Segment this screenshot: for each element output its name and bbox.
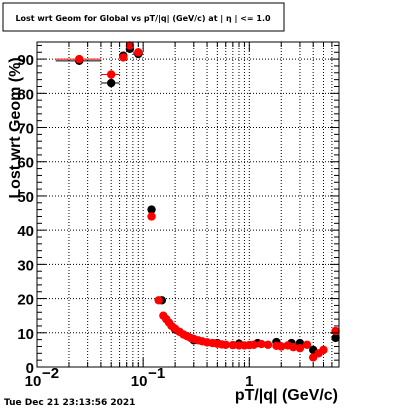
data-point-red — [147, 212, 156, 221]
data-point-red — [154, 296, 163, 305]
data-point-red — [125, 41, 135, 50]
data-point-red — [249, 340, 258, 349]
data-point-red — [221, 340, 230, 349]
x-tick-label-exponent: −2 — [42, 365, 59, 382]
grid-lines — [37, 42, 339, 367]
data-points — [75, 41, 340, 362]
axis-ticks — [36, 42, 340, 368]
y-tick-label: 0 — [26, 360, 34, 377]
data-point-red — [319, 345, 328, 355]
y-tick-label: 50 — [17, 189, 34, 206]
title-box: Lost wrt Geom for Global vs pT/|q| (GeV/… — [2, 2, 285, 32]
x-tick-label-exponent: −1 — [148, 365, 165, 382]
data-point-red — [263, 340, 273, 349]
y-axis-title: Lost wrt Geom (%) — [7, 57, 24, 198]
y-tick-label: 90 — [17, 52, 34, 69]
x-tick-label: 1 — [245, 373, 253, 390]
x-tick-label: 10 — [25, 373, 42, 390]
plot-frame — [36, 41, 340, 368]
data-point-red — [106, 70, 116, 79]
data-point-black — [106, 78, 116, 88]
y-tick-label: 80 — [17, 86, 34, 103]
y-tick-label: 70 — [17, 121, 34, 138]
data-point-red — [75, 54, 84, 64]
y-tick-label: 10 — [17, 326, 34, 343]
data-point-red — [228, 340, 238, 350]
data-point-red — [134, 48, 143, 57]
y-tick-label: 20 — [17, 292, 34, 309]
chart-title: Lost wrt Geom for Global vs pT/|q| (GeV/… — [15, 14, 271, 23]
data-point-red — [302, 340, 312, 349]
y-tick-label: 40 — [17, 223, 34, 240]
data-point-red — [277, 342, 286, 351]
data-point-black — [147, 205, 156, 214]
timestamp-footer: Tue Dec 21 23:13:56 2021 — [4, 398, 135, 408]
y-tick-label: 30 — [17, 257, 34, 274]
title-box-frame — [2, 2, 285, 32]
data-point-red — [295, 343, 305, 353]
y-tick-label: 60 — [17, 155, 34, 172]
data-point-red — [257, 339, 266, 349]
x-tick-label: 10 — [131, 373, 148, 390]
data-point-red — [119, 53, 128, 62]
x-axis-title: pT/|q| (GeV/c) — [235, 387, 338, 404]
data-point-red — [289, 342, 298, 352]
